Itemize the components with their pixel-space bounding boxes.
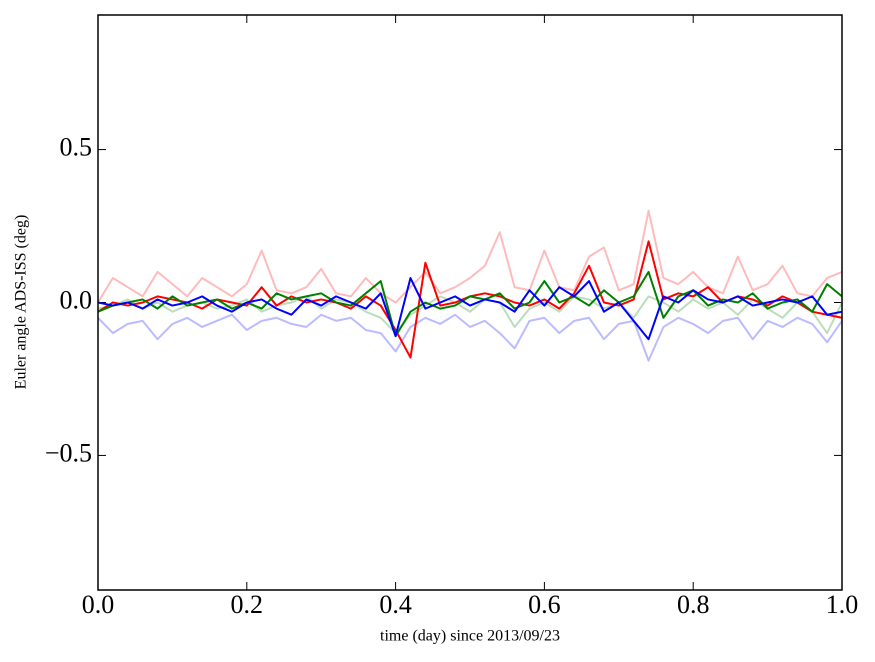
y-tick-label: −0.5: [45, 438, 92, 467]
x-tick-label: 0.6: [528, 590, 561, 619]
data-line: [97, 313, 843, 362]
data-line: [97, 277, 843, 341]
x-tick-label: 0.8: [677, 590, 710, 619]
y-axis-label: Euler angle ADS-ISS (deg): [13, 215, 30, 390]
plot-frame: [97, 14, 843, 591]
x-axis-label: time (day) since 2013/09/23: [380, 628, 560, 645]
x-tick-label: 0.4: [379, 590, 412, 619]
data-line: [97, 209, 843, 304]
x-tick-label: 1.0: [826, 590, 859, 619]
y-tick-label: 0.5: [60, 133, 93, 162]
y-tick-label: 0.0: [60, 285, 93, 314]
x-tick-label: 0.2: [231, 590, 264, 619]
x-tick-label: 0.0: [82, 590, 115, 619]
